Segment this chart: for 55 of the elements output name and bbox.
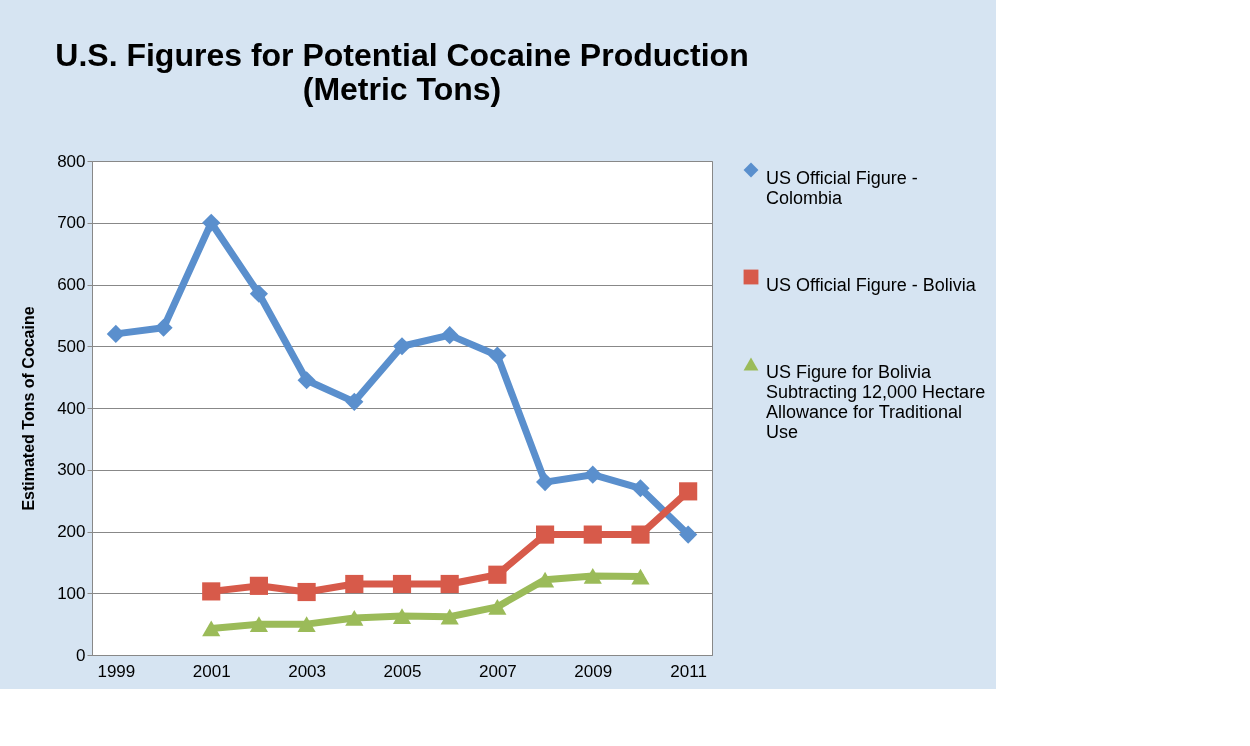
point	[202, 582, 221, 601]
legend-label: US Official Figure - Bolivia	[766, 275, 977, 295]
point	[535, 571, 555, 588]
y-tick-label: 200	[57, 522, 86, 541]
point	[392, 337, 412, 356]
point	[154, 318, 173, 337]
x-tick-label: 1999	[97, 661, 136, 681]
point	[249, 616, 269, 632]
point	[345, 392, 364, 411]
y-tick-label: 400	[57, 398, 86, 418]
point	[631, 568, 650, 585]
point	[440, 326, 459, 345]
point	[202, 213, 221, 232]
point	[297, 616, 316, 632]
point	[583, 568, 602, 584]
legend-label: US Official Figure - Colombia	[766, 168, 918, 208]
x-tick-label: 2003	[288, 661, 327, 681]
point	[440, 574, 459, 594]
y-tick-label: 100	[57, 583, 86, 603]
x-tick-label: 2001	[192, 661, 231, 681]
point	[488, 598, 507, 615]
x-tick-label: 2009	[574, 661, 613, 681]
point	[440, 608, 459, 625]
point	[202, 620, 221, 637]
chart-title: U.S. Figures for Potential Cocaine Production (Metric Tons)	[55, 37, 749, 107]
y-tick-label: 600	[57, 275, 86, 294]
point	[631, 525, 650, 544]
x-tick-label: 2007	[478, 661, 517, 681]
point	[488, 346, 507, 365]
y-tick-label: 800	[57, 151, 86, 171]
point	[583, 525, 602, 544]
x-tick-label: 2005	[383, 661, 422, 681]
point	[535, 473, 555, 492]
point	[297, 371, 316, 390]
point	[345, 610, 364, 626]
point	[488, 565, 507, 584]
point	[392, 574, 412, 594]
y-tick-label: 300	[57, 460, 86, 480]
x-tick-label: 2011	[670, 661, 707, 681]
legend-label: US Figure for Bolivia Subtracting 12,000 Hectare Allowance for Traditional Use	[766, 362, 986, 442]
point	[679, 525, 698, 544]
point	[249, 576, 269, 595]
point	[631, 479, 650, 498]
y-tick-label: 0	[76, 645, 86, 665]
y-tick-label: 700	[57, 213, 86, 233]
y-axis-title: Estimated Tons of Cocaine	[20, 306, 38, 511]
point	[345, 574, 364, 594]
point	[392, 608, 412, 624]
point	[535, 525, 555, 544]
point	[297, 582, 316, 602]
point	[679, 482, 698, 501]
point	[106, 324, 125, 343]
point	[249, 284, 269, 303]
y-tick-label: 500	[57, 336, 86, 356]
point	[583, 465, 602, 484]
